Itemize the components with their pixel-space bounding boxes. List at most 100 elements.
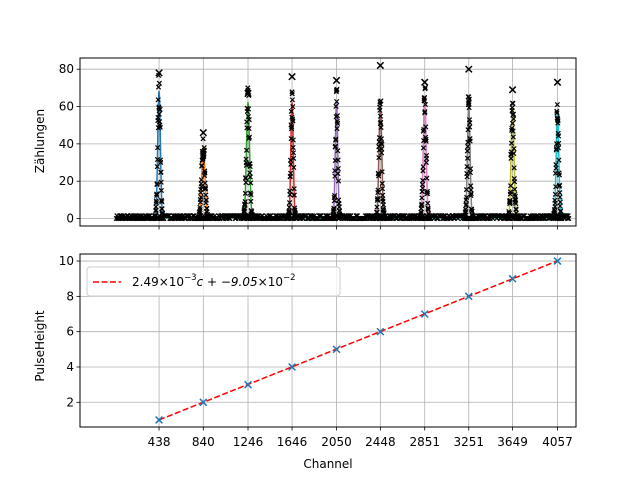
legend-box: [86, 266, 341, 297]
count-marker: [468, 206, 475, 213]
count-marker: [554, 110, 560, 116]
count-marker: [556, 172, 563, 178]
count-marker: [248, 191, 254, 198]
count-marker: [289, 97, 296, 103]
count-marker: [378, 98, 384, 104]
count-marker: [250, 214, 256, 220]
bottom-x-tick-label: 840: [192, 435, 215, 449]
count-marker: [375, 197, 381, 203]
legend-coef: 2.49: [132, 275, 159, 289]
count-marker: [554, 108, 560, 114]
count-marker: [291, 164, 297, 171]
count-marker: [153, 200, 160, 206]
legend-exp1: −3: [184, 273, 197, 283]
count-marker: [509, 105, 515, 111]
linear-fit-line: [158, 260, 558, 421]
count-marker: [422, 110, 428, 116]
count-marker: [203, 192, 209, 198]
count-marker: [247, 174, 253, 180]
count-marker: [198, 194, 204, 200]
count-marker: [376, 154, 382, 161]
count-marker: [286, 208, 293, 214]
count-marker: [159, 206, 165, 212]
peak-max-marker: [199, 128, 208, 137]
bottom-x-axis-label: Channel: [303, 457, 352, 471]
count-marker: [419, 195, 425, 201]
count-marker: [158, 187, 164, 194]
bottom-y-tick-label: 4: [66, 360, 74, 374]
count-marker: [202, 170, 208, 176]
count-marker: [155, 114, 161, 121]
count-marker: [156, 111, 162, 117]
peak-max-marker: [288, 72, 296, 81]
count-marker: [293, 215, 299, 222]
peak-max-marker: [244, 89, 252, 98]
top-y-tick-label: 80: [59, 62, 74, 76]
count-marker: [423, 124, 429, 130]
bottom-x-tick-label: 2851: [409, 435, 440, 449]
count-marker: [374, 195, 381, 202]
count-marker: [153, 198, 159, 204]
count-marker: [241, 208, 248, 214]
count-marker: [511, 165, 517, 171]
count-marker: [513, 200, 519, 207]
count-marker: [466, 105, 472, 111]
count-marker: [511, 179, 518, 185]
count-marker: [508, 183, 514, 189]
count-marker: [464, 163, 470, 170]
bottom-axes-frame: [79, 253, 577, 428]
count-marker: [202, 185, 209, 191]
count-marker: [287, 192, 293, 198]
count-marker: [379, 186, 386, 192]
bottom-x-tick-label: 1246: [233, 435, 264, 449]
count-marker: [289, 91, 295, 97]
count-marker: [335, 170, 341, 177]
count-marker: [337, 212, 343, 219]
count-marker: [157, 124, 163, 130]
bottom-x-tick-label: 1646: [277, 435, 308, 449]
count-marker: [337, 214, 344, 220]
count-marker: [380, 202, 387, 208]
count-marker: [197, 199, 204, 205]
peak-max-marker: [332, 76, 341, 85]
top-y-tick-label: 40: [59, 137, 74, 151]
count-marker: [154, 192, 160, 199]
bottom-x-tick-label: 2448: [365, 435, 396, 449]
count-marker: [510, 128, 516, 134]
count-marker: [511, 116, 517, 122]
count-marker: [331, 212, 337, 218]
count-marker: [333, 103, 339, 110]
count-marker: [246, 125, 252, 132]
count-marker: [510, 111, 517, 117]
count-marker: [375, 173, 382, 179]
count-marker: [158, 179, 164, 185]
count-marker: [554, 101, 560, 108]
legend-mid: c + −9.05: [197, 275, 258, 289]
count-marker: [290, 137, 296, 143]
count-marker: [334, 86, 340, 92]
bottom-y-tick-label: 6: [66, 325, 74, 339]
count-marker: [203, 197, 209, 203]
count-marker: [334, 125, 340, 132]
top-panel: 0 20 40 60 80 Zählungen: [33, 57, 577, 230]
count-marker: [335, 148, 341, 154]
count-marker: [424, 190, 431, 197]
legend-exp2: −2: [283, 273, 296, 283]
count-marker: [156, 80, 163, 86]
count-marker: [289, 124, 295, 130]
count-marker: [378, 150, 385, 156]
count-marker: [508, 140, 515, 146]
count-marker: [507, 199, 513, 206]
count-marker: [419, 185, 426, 191]
count-marker: [566, 215, 572, 222]
count-marker: [555, 145, 562, 151]
count-marker: [465, 100, 472, 106]
count-marker: [287, 157, 294, 163]
bottom-x-tick-label: 2050: [321, 435, 352, 449]
count-marker: [377, 113, 384, 119]
count-marker: [331, 198, 338, 204]
calibration-marker: [508, 274, 517, 283]
count-marker: [331, 193, 338, 199]
count-marker: [291, 192, 297, 198]
count-marker: [378, 136, 385, 142]
